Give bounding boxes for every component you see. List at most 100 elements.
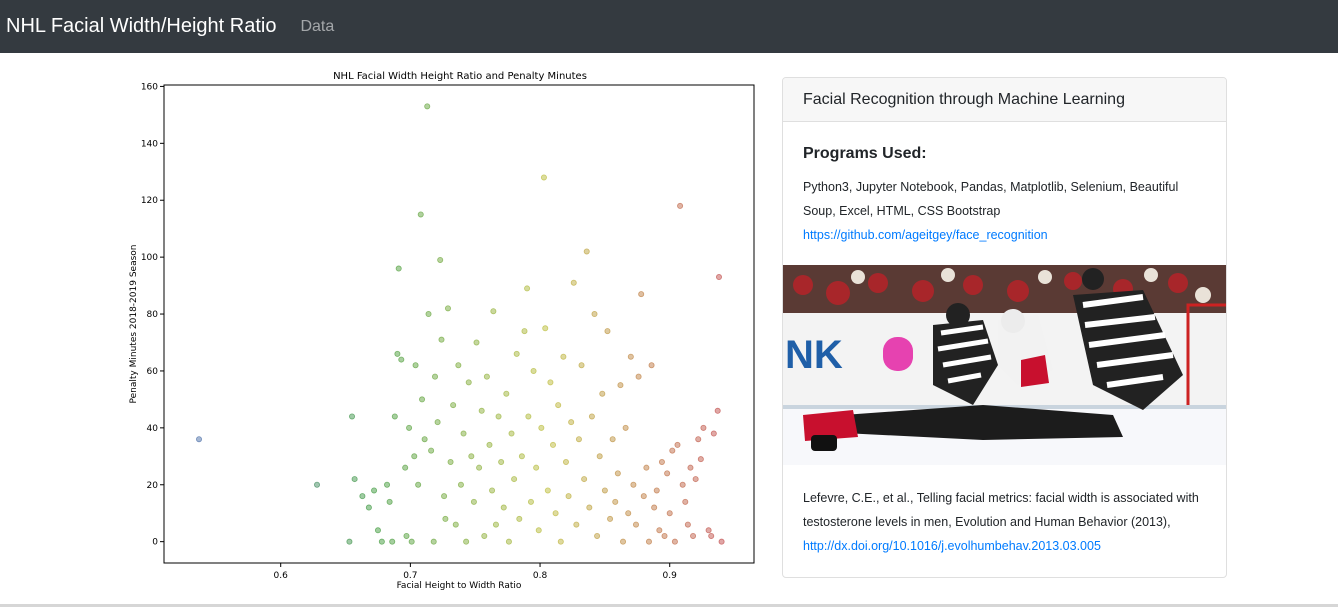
scatter-point	[664, 470, 671, 477]
programs-text: Python3, Jupyter Notebook, Pandas, Matpl…	[803, 180, 1179, 218]
scatter-point	[437, 256, 444, 263]
scatter-point	[614, 470, 621, 477]
scatter-point	[612, 498, 619, 505]
scatter-point	[622, 424, 629, 431]
scatter-point	[708, 532, 715, 539]
y-tick-label: 40	[147, 424, 159, 434]
scatter-point	[661, 532, 668, 539]
nav-link-data[interactable]: Data	[300, 17, 335, 35]
scatter-point	[550, 441, 557, 448]
reference-link[interactable]: http://dx.doi.org/10.1016/j.evolhumbehav…	[803, 539, 1101, 553]
scatter-point	[643, 464, 650, 471]
x-tick-label: 0.9	[663, 571, 678, 581]
scatter-point	[412, 362, 419, 369]
repo-link[interactable]: https://github.com/ageitgey/face_recogni…	[803, 228, 1048, 242]
chart-title: NHL Facial Width Height Ratio and Penalt…	[333, 71, 587, 82]
scatter-point	[530, 367, 537, 374]
scatter-point	[196, 436, 203, 443]
scatter-point	[586, 504, 593, 511]
scatter-chart: NHL Facial Width Height Ratio and Penalt…	[115, 60, 765, 595]
scatter-point	[511, 476, 518, 483]
scatter-point	[677, 202, 684, 209]
scatter-point	[481, 532, 488, 539]
scatter-point	[568, 419, 575, 426]
scatter-point	[468, 453, 475, 460]
scatter-point	[630, 481, 637, 488]
scatter-point	[669, 447, 676, 454]
scatter-point	[705, 527, 712, 534]
scatter-point	[473, 339, 480, 346]
scatter-point	[718, 538, 725, 545]
scatter-point	[314, 481, 321, 488]
scatter-point	[633, 521, 640, 528]
scatter-point	[419, 396, 426, 403]
navbar-brand[interactable]: NHL Facial Width/Height Ratio	[6, 15, 277, 37]
svg-text:NK: NK	[785, 333, 843, 377]
scatter-point	[575, 436, 582, 443]
scatter-point	[599, 390, 606, 397]
scatter-point	[463, 538, 470, 545]
card-body: Programs Used: Python3, Jupyter Notebook…	[783, 122, 1226, 247]
y-tick-label: 140	[141, 139, 158, 149]
scatter-point	[408, 538, 415, 545]
y-tick-label: 0	[152, 538, 158, 548]
scatter-point	[398, 356, 405, 363]
scatter-point	[651, 504, 658, 511]
scatter-point	[402, 464, 409, 471]
scatter-point	[560, 353, 567, 360]
scatter-point	[552, 510, 559, 517]
scatter-point	[583, 248, 590, 255]
x-tick-label: 0.6	[274, 571, 289, 581]
y-tick-label: 20	[147, 481, 159, 491]
scatter-point	[450, 402, 457, 409]
scatter-point	[578, 362, 585, 369]
scatter-point	[640, 493, 647, 500]
reference-text: Lefevre, C.E., et al., Telling facial me…	[803, 491, 1199, 529]
scatter-point	[447, 458, 454, 465]
scatter-point	[645, 538, 652, 545]
scatter-point	[658, 458, 665, 465]
scatter-point	[617, 382, 624, 389]
axis-ticks: 0.6 0.7 0.8 0.9 0 20 40 60 80 100 120 140 160	[141, 82, 677, 581]
scatter-point	[682, 498, 689, 505]
scatter-point	[679, 481, 686, 488]
scatter-point	[386, 498, 393, 505]
scatter-point	[444, 305, 451, 312]
footer-divider	[0, 604, 1338, 607]
scatter-point	[521, 328, 528, 335]
scatter-point	[371, 487, 378, 494]
scatter-point	[503, 390, 510, 397]
scatter-point	[557, 538, 564, 545]
scatter-point	[470, 498, 477, 505]
scatter-point	[432, 373, 439, 380]
scatter-point	[365, 504, 372, 511]
scatter-point	[508, 430, 515, 437]
plot-area	[163, 84, 755, 564]
scatter-point	[607, 515, 614, 522]
scatter-point	[684, 521, 691, 528]
scatter-point	[604, 328, 611, 335]
scatter-point	[555, 402, 562, 409]
scatter-point	[540, 174, 547, 181]
scatter-point	[349, 413, 356, 420]
scatter-point	[391, 413, 398, 420]
scatter-point	[430, 538, 437, 545]
scatter-point	[527, 498, 534, 505]
scatter-point	[500, 504, 507, 511]
scatter-point	[346, 538, 353, 545]
scatter-point	[478, 407, 485, 414]
scatter-point	[403, 532, 410, 539]
scatter-point	[656, 527, 663, 534]
scatter-point	[513, 350, 520, 357]
scatter-point	[627, 353, 634, 360]
scatter-point	[638, 291, 645, 298]
scatter-point	[547, 379, 554, 386]
info-card: Facial Recognition through Machine Learn…	[782, 77, 1227, 578]
scatter-point	[457, 481, 464, 488]
scatter-point	[395, 265, 402, 272]
scatter-point	[565, 493, 572, 500]
scatter-point	[648, 362, 655, 369]
scatter-point	[635, 373, 642, 380]
scatter-point	[594, 532, 601, 539]
scatter-point	[425, 311, 432, 318]
